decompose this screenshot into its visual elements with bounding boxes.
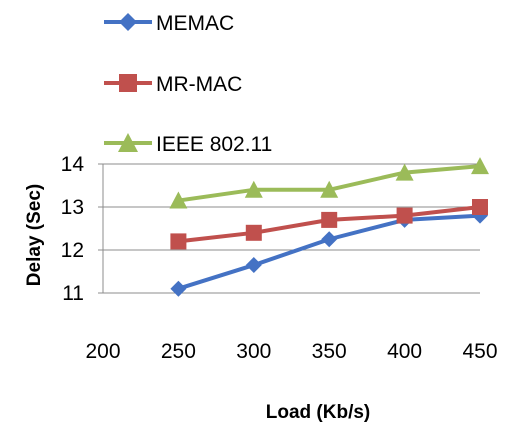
y-tick-labels: 11 12 13 14 <box>61 153 85 305</box>
point-ieee-802-11-300 <box>244 180 263 198</box>
x-tick-label-400: 400 <box>387 340 422 363</box>
legend-label-ieee-802-11: IEEE 802.11 <box>156 133 272 156</box>
legend-marker-memac <box>119 13 137 31</box>
point-mr-mac-400 <box>396 207 413 224</box>
legend-marker-mr-mac <box>119 74 137 92</box>
legend-label-memac: MEMAC <box>156 12 234 35</box>
point-ieee-802-11-400 <box>395 163 414 181</box>
point-mr-mac-350 <box>321 211 338 228</box>
series-mr-mac <box>170 199 488 250</box>
y-axis-title: Delay (Sec) <box>24 184 45 286</box>
x-tick-label-200: 200 <box>85 340 120 363</box>
x-tick-label-250: 250 <box>161 340 196 363</box>
x-tick-labels: 200 250 300 350 400 450 <box>85 340 497 363</box>
y-tick-label-11: 11 <box>62 282 84 305</box>
point-ieee-802-11-250 <box>169 191 188 209</box>
x-tick-label-300: 300 <box>236 340 271 363</box>
series-group <box>169 157 489 297</box>
legend-item-memac: MEMAC <box>104 12 234 35</box>
y-tick-label-14: 14 <box>61 153 85 176</box>
legend-label-mr-mac: MR-MAC <box>156 73 242 96</box>
point-memac-300 <box>245 257 262 274</box>
x-tick-label-350: 350 <box>312 340 347 363</box>
point-memac-350 <box>321 231 338 248</box>
x-tick-label-450: 450 <box>462 340 497 363</box>
y-tick-label-12: 12 <box>61 239 84 262</box>
point-ieee-802-11-450 <box>471 157 489 175</box>
series-ieee-802-11 <box>169 157 489 209</box>
legend-item-ieee-802-11: IEEE 802.11 <box>104 133 272 156</box>
point-mr-mac-250 <box>170 233 187 250</box>
x-axis-title: Load (Kb/s) <box>266 402 371 423</box>
axes <box>98 163 480 294</box>
legend: MEMAC MR-MAC IEEE 802.11 <box>104 12 272 156</box>
point-memac-250 <box>170 280 187 297</box>
point-ieee-802-11-350 <box>320 180 339 198</box>
legend-marker-ieee-802-11 <box>118 133 138 152</box>
legend-item-mr-mac: MR-MAC <box>104 73 242 96</box>
gridlines <box>103 163 480 251</box>
point-mr-mac-300 <box>245 224 262 241</box>
point-mr-mac-450 <box>472 199 488 215</box>
y-tick-label-13: 13 <box>61 196 84 219</box>
